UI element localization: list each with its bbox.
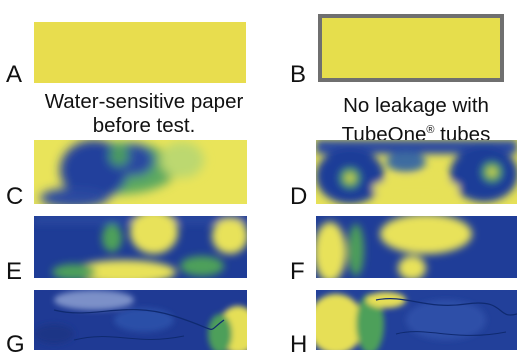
caption-no-leakage-line1: No leakage with bbox=[343, 94, 489, 117]
panel-label-e: E bbox=[6, 258, 23, 285]
paper-strip-b bbox=[318, 14, 504, 82]
paper-strip-c bbox=[34, 140, 247, 204]
paper-strip-g bbox=[34, 290, 247, 350]
paper-strip-g-image bbox=[34, 290, 247, 350]
paper-strip-a-image bbox=[34, 22, 246, 83]
panel-label-c: C bbox=[6, 183, 24, 210]
caption-registered-mark: ® bbox=[426, 124, 435, 136]
caption-before-test-line1: Water-sensitive paper bbox=[44, 90, 244, 113]
paper-strip-c-image bbox=[34, 140, 247, 204]
paper-strip-d bbox=[316, 140, 517, 204]
paper-strip-d-image bbox=[316, 140, 517, 204]
paper-strip-e-image bbox=[34, 216, 247, 278]
panel-label-a: A bbox=[6, 61, 23, 88]
paper-strip-a bbox=[34, 22, 246, 83]
paper-strip-b-image bbox=[318, 14, 504, 82]
panel-label-g: G bbox=[6, 331, 25, 358]
paper-strip-f bbox=[316, 216, 517, 278]
paper-strip-h bbox=[316, 290, 517, 350]
caption-before-test: Water-sensitive paper before test. bbox=[34, 90, 254, 138]
panel-label-d: D bbox=[290, 183, 308, 210]
paper-strip-f-image bbox=[316, 216, 517, 278]
paper-strip-e bbox=[34, 216, 247, 278]
caption-before-test-line2: before test. bbox=[92, 114, 196, 137]
caption-no-leakage: No leakage with TubeOne® tubes bbox=[318, 94, 514, 147]
paper-strip-h-image bbox=[316, 290, 517, 350]
panel-label-h: H bbox=[290, 331, 308, 358]
panel-label-b: B bbox=[290, 61, 307, 88]
panel-label-f: F bbox=[290, 258, 305, 285]
